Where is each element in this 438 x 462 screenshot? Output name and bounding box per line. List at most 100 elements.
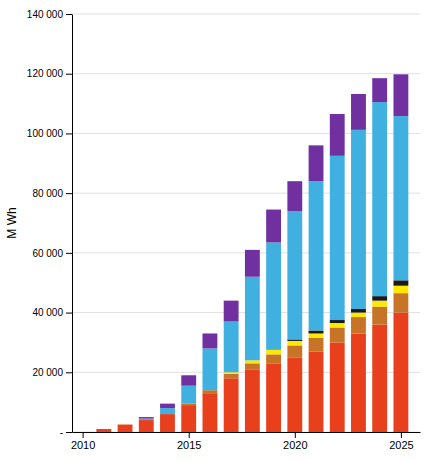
bar-segment	[393, 293, 408, 312]
bar-segment	[139, 420, 154, 421]
series	[287, 280, 408, 341]
bar-segment	[139, 417, 154, 418]
y-tick: 40 000	[32, 307, 72, 318]
x-tick-label: 2025	[389, 439, 413, 451]
bar-segment	[393, 280, 408, 285]
grid	[72, 14, 420, 432]
bar-segment	[118, 424, 133, 425]
bar-segment	[372, 307, 387, 325]
bar-segment	[118, 424, 133, 425]
x-axis: 2010 2015 2020 2025	[71, 432, 421, 451]
x-tick-label: 2020	[283, 439, 307, 451]
bar-segment	[309, 330, 324, 333]
bar-segment	[287, 345, 302, 357]
bar-segment	[351, 130, 366, 309]
bar-segment	[181, 405, 196, 432]
y-tick-label: 140 000	[27, 9, 64, 20]
bar-segment	[330, 323, 345, 327]
y-tick-mark	[66, 432, 72, 433]
bar-segment	[351, 94, 366, 130]
bar-segment	[287, 357, 302, 432]
x-tick: 2025	[389, 432, 413, 451]
grid-line	[72, 73, 420, 74]
bar-segment	[330, 328, 345, 343]
y-tick-label: 100 000	[27, 128, 64, 139]
x-tick: 2010	[71, 432, 95, 451]
y-tick-label: 120 000	[27, 68, 64, 79]
bar-segment	[118, 424, 133, 425]
bar-segment	[96, 429, 111, 430]
bar-segment	[245, 360, 260, 363]
bar-segment	[351, 317, 366, 333]
bar-segment	[118, 424, 133, 425]
y-tick-mark	[66, 14, 72, 15]
y-tick-mark	[66, 193, 72, 194]
chart-svg: 2010201520202025-20 00040 00060 00080 00…	[0, 0, 438, 462]
bar-segment	[330, 114, 345, 156]
y-tick-label: -	[60, 427, 63, 438]
bar-segment	[309, 145, 324, 181]
y-tick-mark	[66, 313, 72, 314]
bar-segment	[96, 429, 111, 430]
bar-segment	[351, 309, 366, 313]
bar-segment	[266, 242, 281, 349]
bar-segment	[393, 313, 408, 432]
bar-segment	[393, 116, 408, 280]
bar-segment	[139, 420, 154, 421]
y-tick: 120 000	[27, 68, 72, 79]
bar-segment	[203, 393, 218, 432]
y-tick-mark	[66, 133, 72, 134]
bar-segment	[309, 351, 324, 432]
y-tick: -	[60, 427, 72, 438]
y-axis-line	[72, 15, 73, 433]
bar-segment	[160, 414, 175, 432]
x-tick-mark	[189, 432, 190, 438]
grid-line	[72, 193, 420, 194]
y-tick: 140 000	[27, 9, 72, 20]
bar-segment	[330, 320, 345, 323]
chart-container: 2010201520202025-20 00040 00060 00080 00…	[0, 0, 438, 462]
bar-segment	[245, 369, 260, 432]
bar-segment	[372, 296, 387, 300]
bar-segment	[224, 378, 239, 432]
bar-segment	[118, 425, 133, 432]
y-tick-label: 40 000	[32, 307, 63, 318]
bar-segment	[351, 313, 366, 317]
bar-segment	[309, 181, 324, 330]
bar-segment	[287, 211, 302, 339]
bar-segment	[245, 250, 260, 277]
bar-segment	[372, 325, 387, 432]
series	[139, 102, 408, 420]
bar-segment	[309, 338, 324, 351]
y-tick-mark	[66, 74, 72, 75]
y-tick-label: 60 000	[32, 248, 63, 259]
bar-segment	[224, 322, 239, 373]
bar-segment	[160, 404, 175, 408]
bar-segment	[393, 286, 408, 293]
y-tick: 20 000	[32, 367, 72, 378]
x-tick-mark	[295, 432, 296, 438]
bar-segment	[330, 156, 345, 320]
bar-segment	[96, 429, 111, 430]
grid-line	[72, 133, 420, 134]
bar-segment	[139, 420, 154, 421]
bar-segment	[181, 375, 196, 385]
bar-segment	[181, 404, 196, 405]
bar-segment	[160, 408, 175, 414]
x-tick-mark	[401, 432, 402, 438]
bar-segment	[372, 301, 387, 307]
bar-segment	[309, 333, 324, 337]
bar-segment	[96, 429, 111, 430]
plot-area	[96, 74, 408, 432]
bar-segment	[330, 342, 345, 432]
y-axis: -20 00040 00060 00080 000100 000120 0001…	[27, 9, 73, 438]
bar-segment	[139, 419, 154, 420]
grid-line	[72, 14, 420, 15]
bar-segment	[245, 277, 260, 361]
bar-segment	[287, 341, 302, 345]
x-tick-mark	[83, 432, 84, 438]
bar-segment	[96, 429, 111, 430]
series	[139, 74, 408, 418]
y-tick: 60 000	[32, 248, 72, 259]
x-tick: 2015	[177, 432, 201, 451]
